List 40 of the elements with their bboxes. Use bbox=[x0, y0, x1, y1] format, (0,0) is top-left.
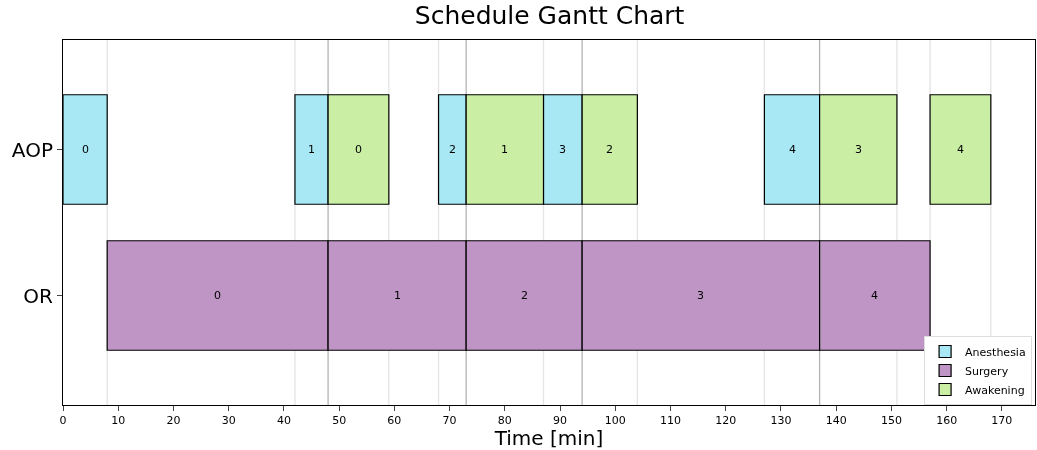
x-tick-label: 140 bbox=[825, 414, 847, 428]
annotation: 3 bbox=[697, 289, 704, 302]
annotation: 0 bbox=[214, 289, 221, 302]
x-tick-label: 30 bbox=[221, 414, 236, 428]
annotation: 4 bbox=[957, 143, 964, 156]
x-tick-label: 40 bbox=[276, 414, 291, 428]
x-tick-label: 50 bbox=[332, 414, 347, 428]
x-tick-label: 10 bbox=[111, 414, 126, 428]
x-tick-label: 100 bbox=[604, 414, 626, 428]
x-tick-label: 80 bbox=[497, 414, 512, 428]
x-tick-label: 90 bbox=[553, 414, 568, 428]
x-tick-label: 160 bbox=[936, 414, 958, 428]
annotation: 0 bbox=[355, 143, 362, 156]
legend-label: Awakening bbox=[965, 383, 1025, 397]
annotation: 2 bbox=[606, 143, 613, 156]
legend-label: Surgery bbox=[965, 364, 1009, 378]
annotation: 4 bbox=[789, 143, 796, 156]
x-tick-label: 110 bbox=[660, 414, 681, 428]
annotation: 2 bbox=[521, 289, 528, 302]
x-tick-label: 130 bbox=[770, 414, 792, 428]
annotation: 2 bbox=[449, 143, 456, 156]
annotation: 3 bbox=[559, 143, 566, 156]
x-tick-label: 150 bbox=[880, 414, 902, 428]
annotation: 1 bbox=[394, 289, 401, 302]
annotation: 1 bbox=[501, 143, 508, 156]
x-tick-label: 0 bbox=[59, 414, 67, 428]
x-tick-label: 60 bbox=[387, 414, 402, 428]
annotation: 4 bbox=[871, 289, 878, 302]
x-tick-label: 120 bbox=[715, 414, 737, 428]
x-axis-title: Time [min] bbox=[493, 426, 604, 450]
y-tick-label: AOP bbox=[11, 137, 53, 162]
annotation: 0 bbox=[82, 143, 89, 156]
y-tick-label: OR bbox=[23, 283, 54, 308]
legend-label: Anesthesia bbox=[965, 345, 1026, 359]
x-tick-label: 70 bbox=[442, 414, 457, 428]
chart-title: Schedule Gantt Chart bbox=[414, 1, 685, 31]
x-tick-label: 20 bbox=[166, 414, 181, 428]
annotation: 1 bbox=[308, 143, 315, 156]
x-tick-label: 170 bbox=[991, 414, 1013, 428]
annotation: 3 bbox=[855, 143, 862, 156]
